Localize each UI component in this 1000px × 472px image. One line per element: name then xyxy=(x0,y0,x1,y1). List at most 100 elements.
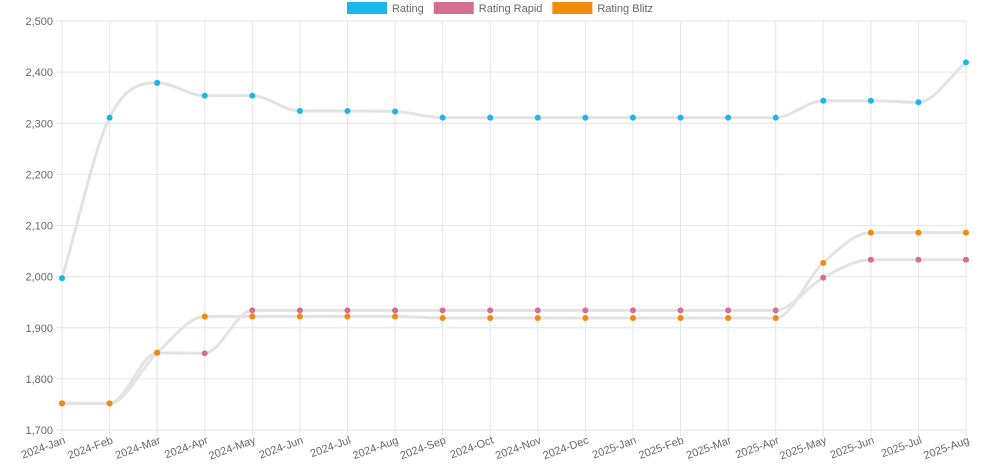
data-point[interactable] xyxy=(106,114,113,121)
x-tick-label: 2024-Jan xyxy=(20,435,67,462)
legend[interactable]: Rating Rating Rapid Rating Blitz xyxy=(346,2,653,15)
legend-item[interactable]: Rating Blitz xyxy=(552,2,653,15)
data-point[interactable] xyxy=(915,99,922,106)
data-point[interactable] xyxy=(915,229,922,236)
data-point[interactable] xyxy=(867,229,874,236)
data-point[interactable] xyxy=(629,307,636,314)
grid-lines xyxy=(56,20,967,436)
data-point[interactable] xyxy=(201,313,208,320)
data-point[interactable] xyxy=(439,307,446,314)
data-point[interactable] xyxy=(582,315,589,322)
data-point[interactable] xyxy=(963,229,969,236)
y-tick-label: 1,800 xyxy=(25,374,53,386)
data-point[interactable] xyxy=(344,107,351,114)
x-tick-label: 2024-Feb xyxy=(66,435,114,462)
legend-label: Rating Blitz xyxy=(597,3,653,15)
data-point[interactable] xyxy=(582,307,589,314)
data-point[interactable] xyxy=(725,315,732,322)
data-point[interactable] xyxy=(392,108,399,115)
data-point[interactable] xyxy=(534,114,541,121)
data-point[interactable] xyxy=(915,256,922,263)
data-point[interactable] xyxy=(772,114,779,121)
x-tick-label: 2024-May xyxy=(207,434,258,462)
data-point[interactable] xyxy=(154,349,161,356)
data-point[interactable] xyxy=(439,114,446,121)
series-lines xyxy=(60,61,967,405)
data-point[interactable] xyxy=(249,92,256,99)
x-tick-label: 2024-Jun xyxy=(258,435,305,462)
data-point[interactable] xyxy=(154,79,161,86)
data-point[interactable] xyxy=(392,307,399,314)
data-point[interactable] xyxy=(296,107,303,114)
legend-item[interactable]: Rating xyxy=(346,2,424,15)
data-point[interactable] xyxy=(725,307,732,314)
data-point[interactable] xyxy=(439,315,446,322)
legend-swatch xyxy=(346,2,387,14)
data-point[interactable] xyxy=(820,259,827,266)
x-tick-label: 2024-Dec xyxy=(541,434,590,462)
data-point[interactable] xyxy=(534,307,541,314)
data-point[interactable] xyxy=(59,275,65,282)
data-point[interactable] xyxy=(487,315,494,322)
data-point[interactable] xyxy=(344,307,351,314)
x-tick-label: 2025-Aug xyxy=(922,435,971,463)
x-axis: 2024-Jan 2024-Feb 2024-Mar 2024-Apr2024-May… xyxy=(20,434,971,462)
data-point[interactable] xyxy=(582,114,589,121)
x-tick-label: 2025-Jan xyxy=(591,435,638,462)
x-tick-label: 2024-Nov xyxy=(494,434,543,462)
data-point[interactable] xyxy=(677,114,684,121)
y-tick-label: 2,400 xyxy=(25,67,53,79)
y-axis: 2,500 2,400 2,300 2,200 2,100 2,000 1,900 1,800… xyxy=(25,16,53,437)
y-tick-label: 2,500 xyxy=(25,16,53,28)
data-point[interactable] xyxy=(344,313,351,320)
x-tick-label: 2024-Aug xyxy=(351,435,400,463)
x-tick-label: 2025-Mar xyxy=(685,434,734,461)
data-point[interactable] xyxy=(59,400,65,407)
data-point[interactable] xyxy=(296,307,303,314)
series-points xyxy=(59,59,969,407)
data-point[interactable] xyxy=(867,97,874,104)
data-point[interactable] xyxy=(392,313,399,320)
y-tick-label: 2,000 xyxy=(25,272,53,284)
data-point[interactable] xyxy=(201,350,208,357)
data-point[interactable] xyxy=(106,400,113,407)
x-tick-label: 2025-May xyxy=(778,434,829,462)
y-tick-label: 1,700 xyxy=(25,425,53,437)
data-point[interactable] xyxy=(629,315,636,322)
data-point[interactable] xyxy=(487,307,494,314)
series-line xyxy=(60,61,967,279)
legend-item[interactable]: Rating Rapid xyxy=(433,2,543,15)
data-point[interactable] xyxy=(677,315,684,322)
y-tick-label: 1,900 xyxy=(25,323,53,335)
data-point[interactable] xyxy=(772,307,779,314)
data-point[interactable] xyxy=(820,274,827,281)
data-point[interactable] xyxy=(629,114,636,121)
y-tick-label: 2,200 xyxy=(25,169,53,181)
x-tick-label: 2024-Sep xyxy=(399,435,448,463)
x-tick-label: 2025-Feb xyxy=(637,435,685,462)
x-tick-label: 2025-Apr xyxy=(734,434,781,461)
data-point[interactable] xyxy=(677,307,684,314)
x-tick-label: 2024-Apr xyxy=(163,434,210,461)
data-point[interactable] xyxy=(296,313,303,320)
data-point[interactable] xyxy=(963,59,969,66)
x-tick-label: 2024-Mar xyxy=(114,434,163,461)
series-line xyxy=(61,258,966,405)
legend-label: Rating xyxy=(392,3,424,15)
data-point[interactable] xyxy=(534,315,541,322)
data-point[interactable] xyxy=(772,315,779,322)
data-point[interactable] xyxy=(249,307,256,314)
x-tick-label: 2025-Jun xyxy=(829,435,876,462)
data-point[interactable] xyxy=(725,114,732,121)
legend-label: Rating Rapid xyxy=(479,3,543,15)
data-point[interactable] xyxy=(487,114,494,121)
data-point[interactable] xyxy=(249,313,256,320)
x-tick-label: 2024-Oct xyxy=(449,435,496,462)
y-tick-label: 2,100 xyxy=(25,221,53,233)
legend-swatch xyxy=(552,2,593,14)
data-point[interactable] xyxy=(963,256,969,263)
data-point[interactable] xyxy=(820,97,827,104)
data-point[interactable] xyxy=(867,256,874,263)
data-point[interactable] xyxy=(201,92,208,99)
